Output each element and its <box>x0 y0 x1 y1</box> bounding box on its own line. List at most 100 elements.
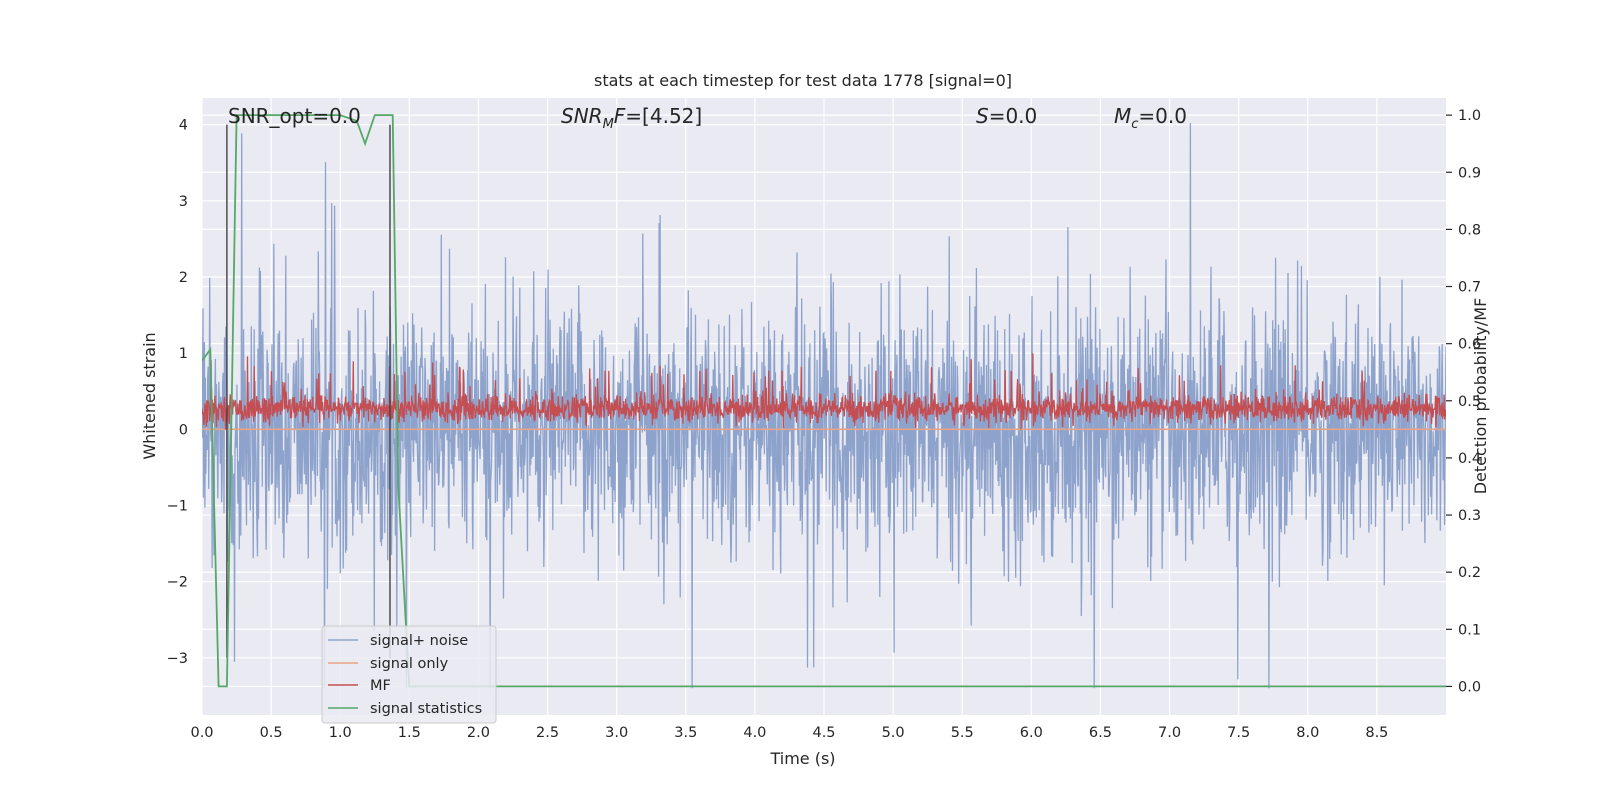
legend-label-mf: MF <box>370 678 391 694</box>
x-tick: 4.0 <box>743 725 766 741</box>
annotation-s: S=0.0 <box>976 104 1037 128</box>
y2-tick: 0.5 <box>1446 394 1481 410</box>
y-tick-label: 3 <box>179 194 188 210</box>
y2-tick: 0.7 <box>1446 280 1481 296</box>
y-tick-label: 0 <box>179 422 188 438</box>
y-tick: 2 <box>179 270 188 286</box>
y-tick-label: −3 <box>167 651 188 667</box>
x-tick-label: 8.0 <box>1296 725 1319 741</box>
y2-tick-label: 1.0 <box>1458 108 1481 124</box>
x-tick: 0.5 <box>260 725 283 741</box>
y-tick: 1 <box>179 346 188 362</box>
x-tick-label: 5.5 <box>951 725 974 741</box>
x-tick-label: 1.5 <box>398 725 421 741</box>
y2-tick: 0.8 <box>1446 222 1481 238</box>
x-tick: 6.5 <box>1089 725 1112 741</box>
x-tick: 7.0 <box>1158 725 1181 741</box>
y-tick-label: 4 <box>179 118 188 134</box>
x-tick-label: 1.0 <box>329 725 352 741</box>
annotation-snr-mf-rest: =[4.52] <box>625 104 702 128</box>
y2-tick-label: 0.1 <box>1458 622 1481 638</box>
series-signal-noise <box>202 123 1446 689</box>
y2-tick-label: 0.2 <box>1458 565 1481 581</box>
annotation-snr-mf-base: SNR <box>561 104 603 128</box>
x-tick: 5.5 <box>951 725 974 741</box>
x-tick: 8.5 <box>1365 725 1388 741</box>
y-axis-ticks: −3 −2 −1 0 1 2 3 4 <box>167 118 188 667</box>
x-tick: 6.0 <box>1020 725 1043 741</box>
x-tick: 3.5 <box>674 725 697 741</box>
y2-tick: 1.0 <box>1446 108 1481 124</box>
legend: signal+ noise signal only MF signal stat… <box>321 625 497 724</box>
y2-tick-label: 0.6 <box>1458 337 1481 353</box>
y2-tick: 0.0 <box>1446 679 1481 695</box>
legend-box <box>321 625 497 724</box>
y2-tick: 0.6 <box>1446 337 1481 353</box>
y2-tick: 0.3 <box>1446 508 1481 524</box>
x-tick: 5.0 <box>882 725 905 741</box>
annotation-mc-sub: c <box>1131 117 1138 132</box>
x-tick-label: 5.0 <box>882 725 905 741</box>
x-tick-label: 8.5 <box>1365 725 1388 741</box>
y-tick-label: −1 <box>167 499 188 515</box>
legend-label-signal-statistics: signal statistics <box>370 701 482 717</box>
y-tick: −2 <box>167 575 188 591</box>
y2-tick-label: 0.3 <box>1458 508 1481 524</box>
annotation-mc-rest: =0.0 <box>1138 104 1187 128</box>
annotation-s-label: S <box>976 104 989 128</box>
y2-tick: 0.9 <box>1446 165 1481 181</box>
y2-tick: 0.2 <box>1446 565 1481 581</box>
x-tick-label: 4.0 <box>743 725 766 741</box>
y2-tick-label: 0.4 <box>1458 451 1481 467</box>
series-layer <box>202 114 1446 689</box>
x-tick-label: 7.0 <box>1158 725 1181 741</box>
y-axis-label: Whitened strain <box>140 332 159 459</box>
y-tick-label: −2 <box>167 575 188 591</box>
x-tick-label: 0.5 <box>260 725 283 741</box>
y-tick-label: 2 <box>179 270 188 286</box>
x-tick: 0.0 <box>190 725 213 741</box>
x-axis-ticks: 0.0 0.5 1.0 1.5 2.0 2.5 3.0 3.5 4.0 4.5 5.0 5.5 6.0 6… <box>190 725 1388 741</box>
x-tick: 2.5 <box>536 725 559 741</box>
x-tick: 3.0 <box>605 725 628 741</box>
series-mf <box>202 353 1446 430</box>
annotation-mc-label: M <box>1114 104 1131 128</box>
x-tick: 1.0 <box>329 725 352 741</box>
annotation-mc: Mc=0.0 <box>1114 104 1187 132</box>
annotation-snr-opt: SNR_opt=0.0 <box>228 104 361 128</box>
y2-tick-label: 0.5 <box>1458 394 1481 410</box>
series-signal-statistics <box>202 114 1446 688</box>
x-tick-label: 6.5 <box>1089 725 1112 741</box>
chart-title: stats at each timestep for test data 177… <box>594 71 1012 90</box>
y2-tick-label: 0.7 <box>1458 280 1481 296</box>
y-tick-label: 1 <box>179 346 188 362</box>
annotation-s-rest: =0.0 <box>989 104 1038 128</box>
x-tick: 2.0 <box>467 725 490 741</box>
x-tick-label: 6.0 <box>1020 725 1043 741</box>
x-tick-label: 7.5 <box>1227 725 1250 741</box>
x-tick-label: 2.5 <box>536 725 559 741</box>
x-tick-label: 2.0 <box>467 725 490 741</box>
x-tick-label: 0.0 <box>190 725 213 741</box>
y-tick: −3 <box>167 651 188 667</box>
x-tick: 7.5 <box>1227 725 1250 741</box>
annotation-snr-mf: SNRMF=[4.52] <box>561 104 702 132</box>
y2-tick: 0.4 <box>1446 451 1481 467</box>
y-tick: −1 <box>167 499 188 515</box>
x-tick: 8.0 <box>1296 725 1319 741</box>
x-axis-label: Time (s) <box>769 749 835 768</box>
annotation-snr-mf-sub: M <box>603 117 614 132</box>
y-tick: 0 <box>179 422 188 438</box>
y-tick: 3 <box>179 194 188 210</box>
legend-label-signal-only: signal only <box>370 656 449 672</box>
x-tick: 4.5 <box>812 725 835 741</box>
y2-axis-label: Detection probability/MF <box>1471 298 1490 495</box>
y2-axis-ticks: 0.0 0.1 0.2 0.3 0.4 0.5 0.6 0.7 0.8 0.9 1.0 <box>1446 108 1481 695</box>
y2-tick-label: 0.8 <box>1458 222 1481 238</box>
y2-tick-label: 0.0 <box>1458 679 1481 695</box>
legend-label-signal-noise: signal+ noise <box>370 633 468 649</box>
y2-tick-label: 0.9 <box>1458 165 1481 181</box>
x-tick-label: 4.5 <box>812 725 835 741</box>
